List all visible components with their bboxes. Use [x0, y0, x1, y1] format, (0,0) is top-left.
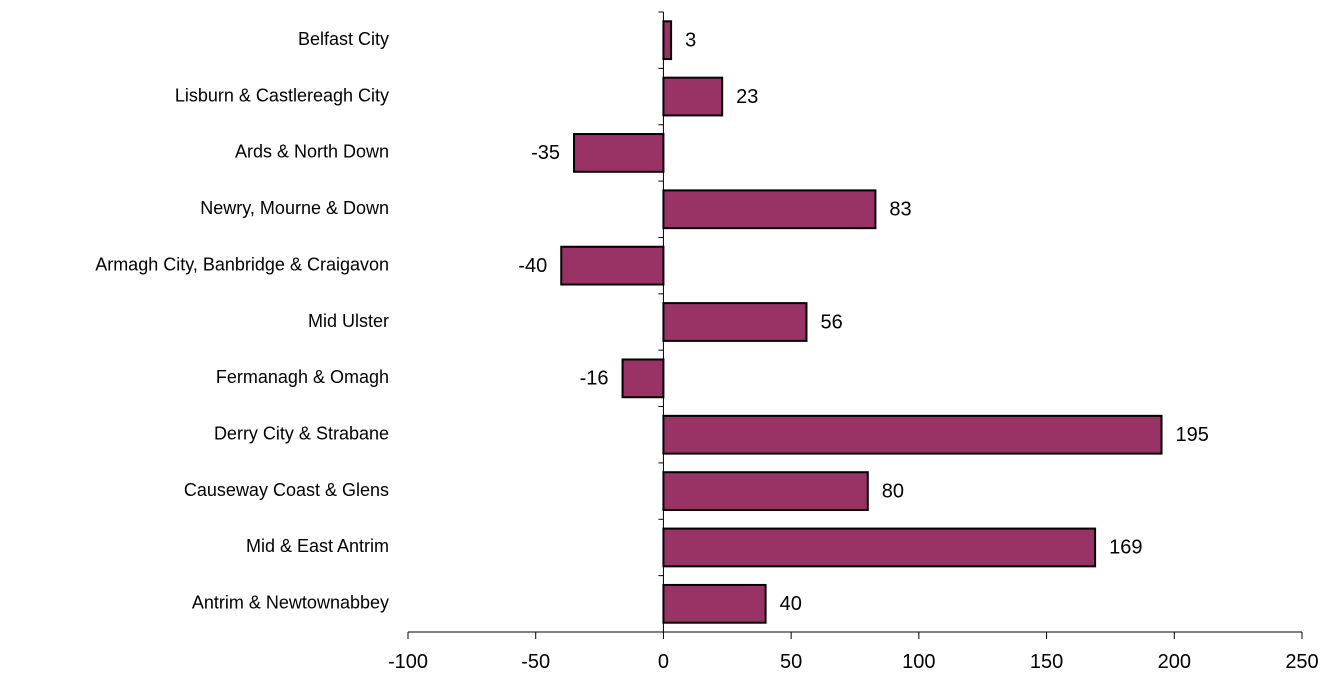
bar — [560, 245, 665, 286]
category-label: Causeway Coast & Glens — [184, 480, 389, 500]
category-label: Antrim & Newtownabbey — [192, 593, 389, 613]
x-tick-label: 50 — [780, 651, 802, 673]
category-label: Mid Ulster — [308, 311, 389, 331]
data-label: 169 — [1109, 537, 1142, 559]
x-tick-label: -100 — [388, 651, 428, 673]
x-tick-label: 200 — [1158, 651, 1191, 673]
data-label: 80 — [882, 480, 904, 502]
category-label: Mid & East Antrim — [246, 536, 389, 556]
data-label: -16 — [580, 368, 609, 390]
category-label: Armagh City, Banbridge & Craigavon — [95, 254, 389, 274]
x-axis-ticks: -100 -50 0 50 100 150 200 250 — [388, 632, 1319, 673]
category-label: Fermanagh & Omagh — [216, 367, 389, 387]
data-label: -40 — [518, 255, 547, 277]
data-label: 23 — [736, 86, 758, 108]
data-label: 83 — [889, 199, 911, 221]
x-tick-label: -50 — [521, 651, 550, 673]
x-tick-label: 100 — [902, 651, 935, 673]
data-label: 195 — [1176, 424, 1209, 446]
x-tick-label: 150 — [1030, 651, 1063, 673]
bar — [662, 527, 1097, 568]
data-label: 56 — [820, 311, 842, 333]
bar — [662, 189, 877, 230]
bar — [573, 133, 665, 173]
bar — [662, 302, 808, 342]
bar — [662, 76, 724, 117]
data-label: 3 — [685, 29, 696, 51]
bar — [662, 20, 673, 61]
category-label: Lisburn & Castlereagh City — [175, 85, 389, 105]
x-tick-label: 0 — [658, 651, 669, 673]
x-tick-label: 250 — [1285, 651, 1318, 673]
axes-group — [408, 11, 1302, 633]
category-label: Newry, Mourne & Down — [200, 198, 389, 218]
bars-group — [560, 20, 1163, 624]
category-labels: Belfast City Lisburn & Castlereagh City Ar… — [95, 29, 389, 613]
bar — [662, 471, 869, 511]
data-label: -35 — [531, 142, 560, 164]
category-label: Derry City & Strabane — [214, 423, 389, 443]
bar — [662, 583, 767, 624]
bar — [621, 358, 665, 399]
category-label: Ards & North Down — [235, 142, 389, 162]
data-labels: 3 23 -35 83 -40 56 -16 195 80 169 40 — [518, 29, 1209, 615]
data-label: 40 — [780, 593, 802, 615]
bar — [662, 414, 1163, 455]
category-label: Belfast City — [298, 29, 389, 49]
